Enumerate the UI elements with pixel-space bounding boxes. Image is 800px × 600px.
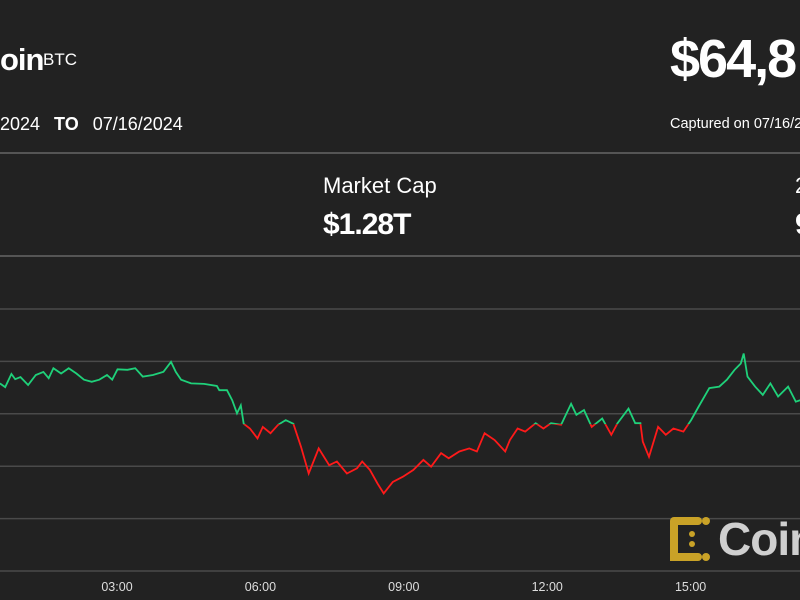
x-tick-label: 12:00 — [532, 580, 563, 594]
divider — [0, 152, 800, 154]
stat-value: 9 — [795, 208, 800, 242]
captured-timestamp: Captured on 07/16/2 — [670, 116, 800, 132]
x-tick-label: 09:00 — [388, 580, 419, 594]
range-from: 2024 — [0, 114, 41, 134]
price-line-down — [242, 424, 690, 495]
logo-bracket-icon — [670, 517, 710, 561]
x-tick-label: 03:00 — [101, 580, 132, 594]
asset-name: oin — [0, 42, 44, 77]
market-cap-value: $1.28T — [323, 208, 411, 241]
date-range: 2024 TO 07/16/2024 — [0, 114, 183, 135]
range-to-label: TO — [54, 114, 79, 134]
price-line-up — [0, 353, 800, 425]
x-tick-label: 15:00 — [675, 580, 706, 594]
current-price: $64,8 — [670, 29, 797, 89]
divider — [0, 255, 800, 257]
asset-ticker: BTC — [43, 50, 77, 69]
stat-label: 2 — [795, 173, 800, 199]
coindesk-logo: Coin — [668, 512, 800, 566]
logo-text: Coin — [718, 513, 800, 565]
market-cap-label: Market Cap — [323, 173, 437, 198]
x-tick-label: 06:00 — [245, 580, 276, 594]
range-to: 07/16/2024 — [92, 114, 183, 134]
